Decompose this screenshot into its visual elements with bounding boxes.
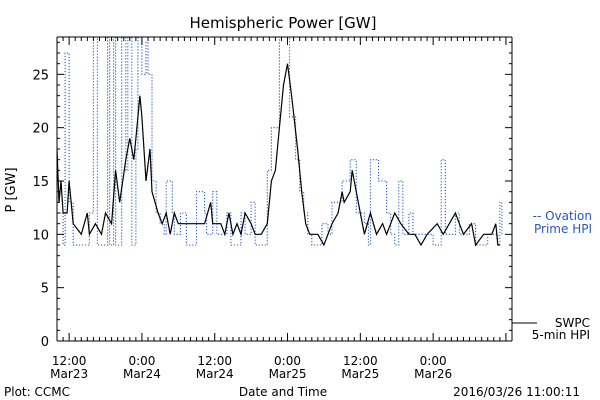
x-tick-label-time: 0:00 — [420, 354, 447, 368]
x-tick-label-time: 12:00 — [197, 354, 232, 368]
legend-ovation-line1: -- Ovation — [533, 209, 592, 223]
x-tick-label-time: 12:00 — [343, 354, 378, 368]
plot-area: 051015202512:00Mar230:00Mar2412:00Mar240… — [32, 36, 513, 381]
y-tick-label: 20 — [32, 122, 49, 137]
x-tick-label-date: Mar24 — [196, 367, 234, 381]
series-line-0 — [57, 37, 503, 246]
x-tick-label-date: Mar25 — [269, 367, 307, 381]
series-line-1 — [57, 63, 500, 247]
x-axis-label: Date and Time — [239, 385, 327, 399]
x-tick-label-time: 0:00 — [128, 354, 155, 368]
chart-title: Hemispheric Power [GW] — [190, 14, 377, 32]
legend-ovation-line2: Prime HPI — [534, 222, 592, 236]
legend-swpc-line1: SWPC — [555, 316, 590, 330]
series-lines — [57, 37, 503, 247]
y-tick-label: 0 — [41, 335, 49, 350]
y-tick-label: 5 — [41, 282, 49, 297]
x-tick-label-date: Mar25 — [341, 367, 379, 381]
y-tick-label: 25 — [32, 68, 49, 83]
legend-swpc-line2: 5-min HPI — [532, 328, 590, 342]
y-tick-label: 15 — [32, 175, 49, 190]
plot-timestamp: 2016/03/26 11:00:11 — [453, 385, 580, 399]
x-tick-label-date: Mar26 — [414, 367, 452, 381]
x-tick-label-time: 0:00 — [274, 354, 301, 368]
x-tick-label-date: Mar23 — [50, 367, 88, 381]
y-axis-label: P [GW] — [4, 167, 19, 212]
y-tick-label: 10 — [32, 228, 49, 243]
plot-credit: Plot: CCMC — [4, 385, 70, 399]
x-tick-label-date: Mar24 — [123, 367, 161, 381]
x-tick-label-time: 12:00 — [52, 354, 87, 368]
